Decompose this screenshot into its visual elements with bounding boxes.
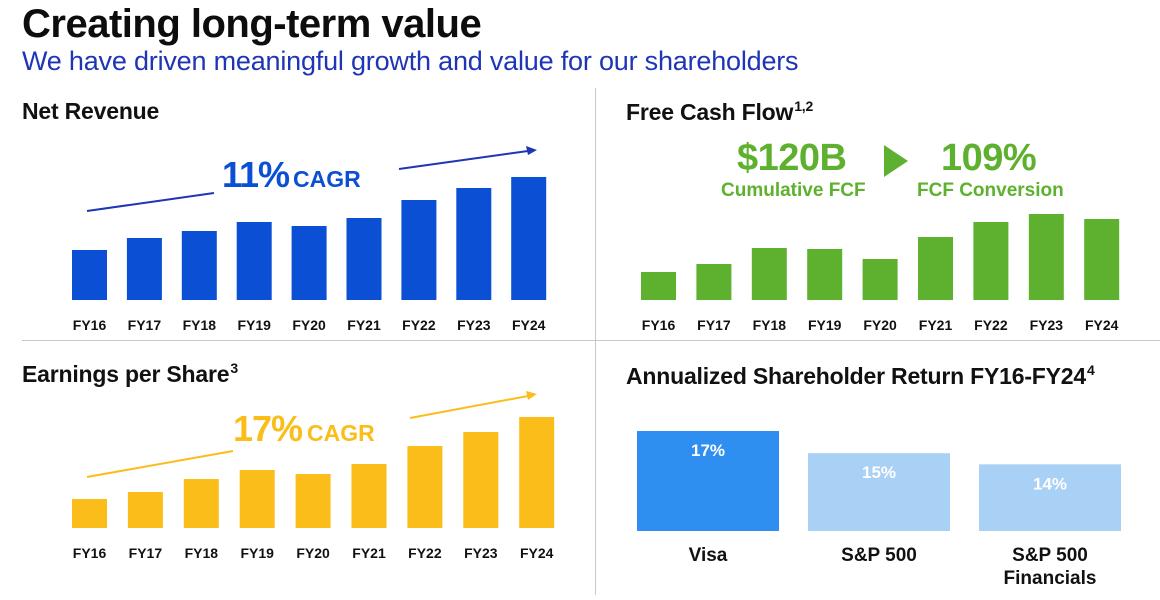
revenue-cagr-value: 11% — [222, 154, 290, 195]
x-tick-label: FY19 — [808, 317, 842, 333]
bar-fy20 — [295, 474, 331, 528]
bar-fy19 — [239, 470, 275, 528]
fcf-arrow-icon — [884, 145, 908, 177]
x-tick-label: FY24 — [1085, 317, 1119, 333]
cagr-trend-line-right — [409, 395, 529, 419]
bar-s-p-500-financials — [979, 464, 1121, 531]
fcf-conversion-value: 109% — [941, 137, 1037, 179]
tsr-title-text: Annualized Shareholder Return FY16-FY24 — [626, 363, 1086, 389]
cagr-trend-line-left — [86, 192, 215, 212]
x-tick-label: FY19 — [237, 317, 271, 333]
bar-fy19 — [807, 249, 843, 300]
category-label: S&P 500 — [1012, 545, 1088, 566]
fcf-footnote: 1,2 — [794, 98, 814, 114]
x-tick-label: FY22 — [402, 317, 436, 333]
x-tick-label: FY21 — [347, 317, 381, 333]
x-tick-label: FY17 — [697, 317, 731, 333]
page-subtitle: We have driven meaningful growth and val… — [22, 46, 799, 76]
x-tick-label: FY21 — [919, 317, 953, 333]
x-tick-label: FY23 — [1030, 317, 1064, 333]
x-tick-label: FY23 — [457, 317, 491, 333]
cagr-trend-line-left — [86, 450, 234, 478]
cagr-arrow-head-icon — [526, 391, 537, 400]
bar-s-p-500 — [808, 453, 950, 531]
net-revenue-title-text: Net Revenue — [22, 98, 160, 124]
horizontal-divider — [22, 340, 1160, 341]
x-tick-label: FY20 — [863, 317, 897, 333]
page-title: Creating long-term value — [22, 2, 482, 46]
bar-fy21 — [346, 218, 382, 300]
bar-fy17 — [127, 492, 163, 528]
fcf-cumulative-value: $120B — [737, 137, 847, 179]
bar-fy21 — [918, 237, 953, 300]
tsr-footnote: 4 — [1086, 362, 1095, 378]
x-tick-label: FY24 — [512, 317, 546, 333]
bar-fy22 — [401, 200, 437, 300]
fcf-title-text: Free Cash Flow — [626, 99, 794, 125]
x-tick-label: FY17 — [128, 317, 162, 333]
bar-fy21 — [351, 464, 387, 528]
cagr-arrow-head-icon — [526, 146, 537, 155]
bar-visa — [637, 431, 779, 531]
bar-fy22 — [973, 222, 1009, 300]
bar-value-label: 15% — [862, 463, 896, 482]
x-tick-label: FY21 — [352, 545, 386, 561]
x-tick-label: FY20 — [292, 317, 326, 333]
bar-fy16 — [641, 272, 676, 300]
eps-footnote: 3 — [230, 360, 238, 376]
x-tick-label: FY24 — [520, 545, 554, 561]
x-tick-label: FY23 — [464, 545, 498, 561]
bar-fy24 — [511, 177, 547, 300]
bar-value-label: 14% — [1033, 474, 1067, 493]
bar-fy22 — [407, 446, 443, 528]
category-label: S&P 500 — [841, 545, 917, 566]
x-tick-label: FY16 — [642, 317, 676, 333]
bar-fy18 — [751, 248, 787, 300]
x-tick-label: FY22 — [408, 545, 442, 561]
category-label: Financials — [1004, 568, 1097, 589]
fcf-title: Free Cash Flow1,2 — [626, 98, 813, 126]
eps-title: Earnings per Share3 — [22, 360, 238, 388]
x-tick-label: FY18 — [185, 545, 219, 561]
x-tick-label: FY18 — [753, 317, 787, 333]
bar-fy24 — [519, 417, 555, 528]
bar-fy24 — [1084, 219, 1120, 300]
bar-fy23 — [1028, 214, 1064, 300]
x-tick-label: FY22 — [974, 317, 1008, 333]
x-tick-label: FY20 — [296, 545, 330, 561]
bar-fy19 — [236, 222, 272, 300]
vertical-divider — [595, 88, 596, 595]
x-tick-label: FY16 — [73, 545, 107, 561]
bar-fy23 — [463, 432, 499, 528]
eps-title-text: Earnings per Share — [22, 361, 230, 387]
eps-cagr-label: CAGR — [307, 420, 375, 446]
bar-fy16 — [72, 250, 107, 300]
bar-fy23 — [456, 188, 492, 300]
fcf-conversion-label: FCF Conversion — [917, 180, 1064, 201]
bar-fy20 — [291, 226, 327, 300]
bar-fy16 — [72, 499, 107, 528]
fcf-cumulative-label: Cumulative FCF — [721, 180, 866, 201]
net-revenue-title: Net Revenue — [22, 98, 159, 125]
bar-fy18 — [181, 231, 217, 300]
bar-fy18 — [183, 479, 219, 528]
x-tick-label: FY17 — [129, 545, 163, 561]
bar-fy20 — [862, 259, 898, 300]
bar-value-label: 17% — [691, 441, 725, 460]
x-tick-label: FY18 — [183, 317, 217, 333]
revenue-cagr-label: CAGR — [293, 166, 361, 192]
x-tick-label: FY19 — [240, 545, 274, 561]
eps-cagr-value: 17% — [233, 408, 303, 449]
category-label: Visa — [689, 545, 728, 566]
cagr-trend-line-right — [398, 150, 529, 170]
x-tick-label: FY16 — [73, 317, 107, 333]
bar-fy17 — [696, 264, 732, 300]
tsr-title: Annualized Shareholder Return FY16-FY244 — [626, 362, 1095, 390]
bar-fy17 — [126, 238, 162, 300]
